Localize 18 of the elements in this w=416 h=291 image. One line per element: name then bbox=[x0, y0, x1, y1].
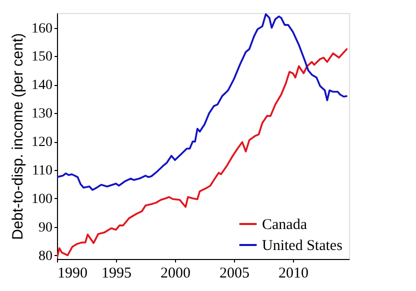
legend-label: Canada bbox=[262, 217, 308, 233]
y-tick-label: 100 bbox=[32, 192, 52, 207]
x-tick-label: 1990 bbox=[58, 266, 88, 282]
y-tick-label: 120 bbox=[32, 135, 52, 150]
y-tick-label: 130 bbox=[32, 106, 52, 122]
y-tick-label: 80 bbox=[38, 248, 52, 264]
x-tick-label: 1995 bbox=[101, 266, 132, 282]
y-axis-title: Debt-to-disp. income (per cent) bbox=[10, 33, 26, 240]
y-tick-label: 90 bbox=[38, 220, 52, 236]
y-tick-label: 140 bbox=[32, 78, 52, 94]
line-series bbox=[57, 13, 348, 191]
legend-label: United States bbox=[262, 238, 343, 254]
y-tick-label: 150 bbox=[32, 50, 52, 65]
x-tick-label: 2000 bbox=[160, 266, 190, 282]
x-tick-label: 2010 bbox=[278, 266, 308, 282]
y-tick-label: 160 bbox=[32, 21, 52, 36]
y-tick-label: 110 bbox=[32, 163, 52, 178]
x-tick-label: 2005 bbox=[219, 266, 250, 282]
